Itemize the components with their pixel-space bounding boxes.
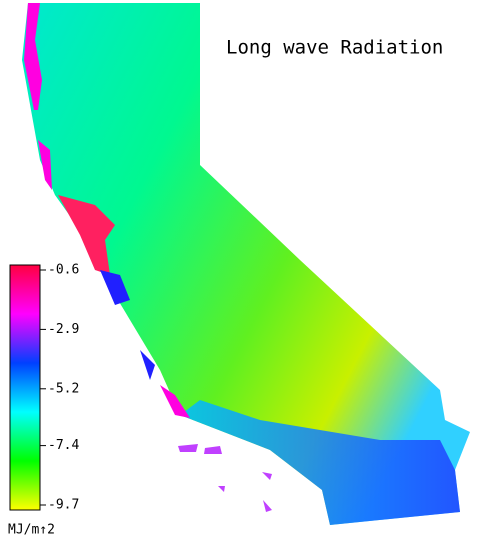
tick-label: -5.2 (48, 381, 79, 396)
south-coast (180, 400, 460, 525)
tick-label: -9.7 (48, 498, 79, 513)
colorbar-scale (9, 264, 41, 511)
colorbar: MJ/m↑2 -0.6 -2.9 -5.2 -7.4 -9.7 (8, 263, 79, 538)
tick-label: -0.6 (48, 263, 79, 278)
tick-label: -7.4 (48, 438, 79, 453)
coast-blue (100, 270, 155, 380)
coast-red (58, 195, 115, 275)
islands (178, 444, 272, 512)
tick-label: -2.9 (48, 322, 79, 337)
map (22, 3, 470, 525)
colorbar-unit: MJ/m↑2 (8, 523, 55, 538)
title: Long wave Radiation (226, 37, 443, 59)
land (22, 3, 470, 525)
